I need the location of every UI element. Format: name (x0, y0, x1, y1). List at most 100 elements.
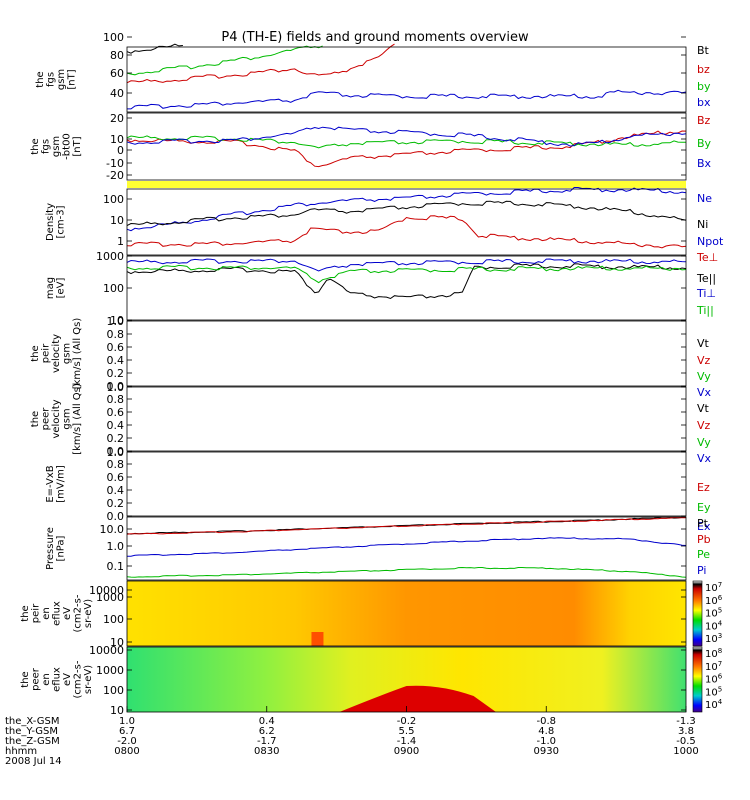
legend-ne: Ne (697, 192, 712, 205)
heatmap-hot-region (339, 685, 496, 712)
x-axis-value: 1.0 (119, 716, 135, 727)
x-axis-value: 4.8 (538, 726, 554, 737)
colorbar-label-base: 10 (705, 609, 718, 620)
y-axis-label: E=-VxB (45, 465, 56, 502)
y-axis-label: peir (41, 343, 52, 363)
heatmap-9 (127, 581, 686, 646)
y-tick-label: 60 (110, 67, 124, 80)
y-tick-label: 0.6 (107, 341, 125, 354)
colorbar-label: 105 (705, 685, 722, 698)
colorbar-label-exponent: 8 (718, 647, 722, 655)
colorbar-label: 105 (705, 607, 722, 620)
y-axis-label: gsm (62, 408, 73, 429)
panel-frame-5 (126, 320, 687, 387)
legend-bx: bx (697, 96, 711, 109)
series-line-bz (126, 43, 395, 84)
y-tick-label: -20 (106, 169, 124, 182)
x-axis-value: 0.4 (259, 716, 275, 727)
colorbar (692, 646, 703, 713)
x-axis-value: -0.5 (676, 736, 696, 747)
y-axis-label: the (30, 411, 41, 427)
series-line-pb (126, 516, 686, 535)
y-tick-label: 10.0 (100, 523, 125, 536)
y-tick-label: 10000 (89, 584, 124, 597)
y-axis-label: peer (41, 407, 52, 431)
y-axis-label: Pressure (45, 527, 56, 570)
legend-ti⊥: Ti⊥ (696, 287, 716, 300)
legend-ex: Ex (697, 520, 711, 533)
panel-frame-9 (126, 580, 687, 647)
y-tick-label: 1000 (96, 250, 124, 263)
series-line-by (126, 45, 323, 76)
legend-by: By (697, 137, 712, 150)
y-tick-label: 1 (117, 235, 124, 248)
x-axis-value: -1.3 (676, 716, 696, 727)
legend-bz: bz (697, 63, 710, 76)
y-tick-label: 100 (103, 31, 124, 44)
x-axis-value: 5.5 (399, 726, 415, 737)
colorbar-label-exponent: 7 (718, 660, 722, 668)
y-axis-label: the (30, 138, 41, 154)
legend-pb: Pb (697, 533, 711, 546)
legend-vt: Vt (697, 337, 710, 350)
x-axis-value: -1.7 (257, 736, 277, 747)
colorbar-label-base: 10 (705, 583, 718, 594)
y-axis-label: sr-eV) (83, 665, 94, 694)
y-tick-label: 1.0 (107, 446, 125, 459)
colorbar-label-exponent: 6 (718, 673, 723, 681)
colorbar-label: 103 (705, 632, 722, 645)
legend-te||: Te|| (696, 272, 716, 285)
x-axis-value: -0.8 (536, 716, 556, 727)
y-tick-label: 10 (110, 704, 124, 717)
y-tick-label: 100 (103, 613, 124, 626)
series-line-pi (127, 537, 687, 557)
y-axis-label: eV (62, 673, 73, 686)
x-axis-value: 0900 (394, 746, 419, 757)
colorbar-label: 104 (705, 619, 723, 632)
legend-ti||: Ti|| (696, 304, 714, 317)
y-tick-label: 0.2 (107, 497, 125, 510)
x-axis-value: 0830 (254, 746, 279, 757)
y-axis-label: eV (62, 607, 73, 620)
colorbar-label-exponent: 7 (718, 581, 722, 589)
colorbar-label: 108 (705, 647, 722, 660)
legend-vx: Vx (697, 386, 712, 399)
y-axis-label: mag (45, 277, 56, 299)
y-tick-label: 0 (117, 144, 124, 157)
colorbar-label: 107 (705, 660, 722, 673)
y-tick-label: 0.4 (107, 484, 125, 497)
y-tick-label: 100 (103, 684, 124, 697)
legend-vt: Vt (697, 402, 710, 415)
x-axis-value: 6.2 (259, 726, 275, 737)
x-axis-value: -1.0 (536, 736, 556, 747)
x-axis-row-label: hhmm (5, 746, 37, 757)
x-axis-row-label: the_X-GSM (5, 716, 59, 727)
y-axis-label: [km/s] (All Qs) (72, 383, 83, 455)
y-tick-label: 0.8 (107, 393, 125, 406)
panel-frame-6 (126, 386, 687, 452)
y-axis-label: peir (31, 603, 42, 623)
y-axis-label: eflux (52, 667, 63, 692)
y-axis-label: the (20, 671, 31, 687)
y-tick-label: 10 (110, 314, 124, 327)
y-tick-label: 1000 (96, 664, 124, 677)
y-tick-label: 1000 (96, 591, 124, 604)
y-tick-label: 0.2 (107, 432, 125, 445)
panel-frame-1 (126, 46, 687, 113)
panel-frame-3 (126, 188, 687, 256)
y-axis-label: [nT] (72, 136, 83, 156)
y-tick-label: 0.8 (107, 328, 125, 341)
y-axis-label: gsm (62, 343, 73, 364)
colorbar-label-base: 10 (705, 621, 718, 632)
colorbar-label-base: 10 (705, 649, 718, 660)
series-line-bx (127, 89, 687, 110)
x-axis-value: 0930 (534, 746, 559, 757)
y-tick-label: 20 (110, 112, 124, 125)
y-axis-label: en (41, 607, 52, 620)
y-tick-label: 0.4 (107, 419, 125, 432)
legend-by: by (697, 80, 711, 93)
x-axis-value: 0800 (114, 746, 139, 757)
y-tick-label: 0.8 (107, 458, 125, 471)
y-axis-label: peer (31, 667, 42, 691)
